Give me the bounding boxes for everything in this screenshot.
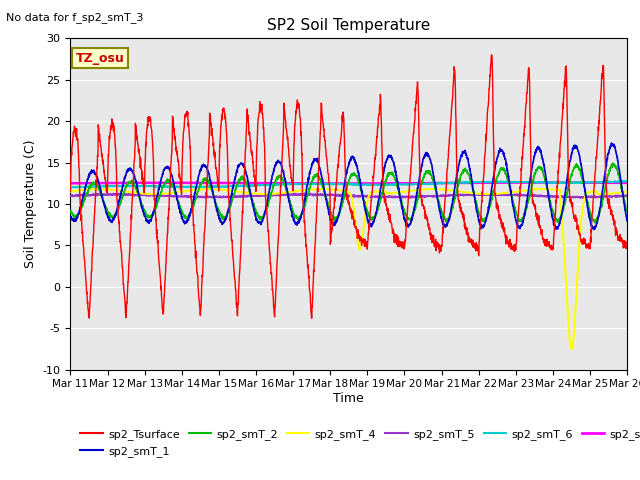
Line: sp2_smT_2: sp2_smT_2 — [70, 163, 627, 223]
sp2_smT_1 — [590, 227, 598, 232]
sp2_smT_7 — [365, 180, 373, 186]
Legend: sp2_Tsurface, sp2_smT_1, sp2_smT_2, sp2_smT_4, sp2_smT_5, sp2_smT_6, sp2_smT_7: sp2_Tsurface, sp2_smT_1, sp2_smT_2, sp2_… — [76, 425, 640, 461]
sp2_smT_4 — [95, 186, 102, 192]
sp2_smT_1 — [574, 148, 582, 154]
sp2_smT_4 — [623, 189, 631, 194]
sp2_Tsurface — [575, 224, 582, 230]
sp2_smT_4 — [568, 346, 575, 352]
sp2_Tsurface — [67, 189, 74, 194]
sp2_smT_7 — [537, 180, 545, 185]
sp2_smT_4 — [575, 254, 582, 260]
sp2_smT_6 — [67, 185, 74, 191]
sp2_smT_1 — [511, 210, 518, 216]
sp2_smT_5 — [365, 194, 373, 200]
sp2_smT_2 — [222, 214, 230, 219]
sp2_smT_2 — [365, 212, 372, 218]
sp2_smT_5 — [378, 193, 385, 199]
sp2_smT_6 — [574, 180, 582, 186]
sp2_smT_2 — [623, 208, 631, 214]
sp2_smT_7 — [67, 180, 74, 186]
sp2_smT_1 — [67, 214, 74, 219]
sp2_smT_5 — [222, 194, 230, 200]
Y-axis label: Soil Temperature (C): Soil Temperature (C) — [24, 140, 37, 268]
sp2_Tsurface — [365, 221, 373, 227]
sp2_smT_1 — [365, 221, 372, 227]
sp2_smT_1 — [607, 140, 615, 146]
sp2_smT_5 — [623, 192, 631, 198]
Line: sp2_Tsurface: sp2_Tsurface — [70, 55, 627, 318]
sp2_smT_7 — [222, 180, 230, 186]
sp2_smT_5 — [67, 193, 74, 199]
sp2_smT_2 — [591, 220, 599, 226]
sp2_smT_7 — [378, 180, 385, 186]
Line: sp2_smT_4: sp2_smT_4 — [70, 189, 627, 349]
sp2_smT_2 — [67, 208, 74, 214]
sp2_smT_7 — [575, 180, 582, 185]
sp2_smT_4 — [511, 189, 518, 194]
sp2_smT_5 — [590, 194, 598, 200]
sp2_smT_7 — [511, 180, 518, 185]
sp2_smT_1 — [589, 226, 597, 232]
sp2_smT_7 — [590, 180, 598, 186]
sp2_smT_6 — [615, 178, 623, 183]
sp2_smT_4 — [590, 189, 598, 194]
X-axis label: Time: Time — [333, 392, 364, 405]
sp2_smT_4 — [378, 189, 385, 194]
sp2_smT_1 — [222, 216, 230, 222]
Line: sp2_smT_5: sp2_smT_5 — [70, 193, 627, 198]
Line: sp2_smT_7: sp2_smT_7 — [70, 182, 627, 183]
sp2_smT_6 — [222, 184, 230, 190]
sp2_Tsurface — [222, 120, 230, 125]
sp2_smT_2 — [574, 164, 582, 170]
sp2_smT_2 — [511, 204, 518, 210]
sp2_smT_4 — [67, 189, 74, 194]
sp2_smT_6 — [590, 180, 598, 185]
sp2_smT_1 — [623, 218, 631, 224]
sp2_smT_4 — [222, 187, 230, 193]
sp2_smT_6 — [511, 179, 518, 184]
sp2_smT_5 — [577, 195, 584, 201]
sp2_smT_2 — [609, 160, 616, 166]
Line: sp2_smT_1: sp2_smT_1 — [70, 143, 627, 229]
Text: TZ_osu: TZ_osu — [76, 51, 125, 65]
sp2_Tsurface — [488, 52, 495, 58]
sp2_smT_4 — [365, 192, 373, 198]
sp2_Tsurface — [590, 187, 598, 192]
sp2_smT_6 — [623, 179, 631, 184]
sp2_smT_5 — [291, 190, 299, 196]
sp2_smT_7 — [339, 180, 346, 186]
sp2_smT_6 — [365, 182, 373, 188]
Title: SP2 Soil Temperature: SP2 Soil Temperature — [267, 18, 431, 33]
sp2_smT_1 — [377, 185, 385, 191]
sp2_Tsurface — [511, 248, 519, 253]
Text: No data for f_sp2_smT_3: No data for f_sp2_smT_3 — [6, 12, 144, 23]
Line: sp2_smT_6: sp2_smT_6 — [70, 180, 627, 188]
sp2_smT_6 — [378, 182, 385, 188]
sp2_Tsurface — [308, 315, 316, 321]
sp2_smT_2 — [589, 217, 597, 223]
sp2_smT_5 — [511, 192, 518, 198]
sp2_smT_7 — [623, 180, 631, 186]
sp2_smT_5 — [574, 194, 582, 200]
sp2_Tsurface — [623, 244, 631, 250]
sp2_smT_6 — [67, 185, 74, 191]
sp2_Tsurface — [378, 116, 385, 121]
sp2_smT_2 — [377, 195, 385, 201]
